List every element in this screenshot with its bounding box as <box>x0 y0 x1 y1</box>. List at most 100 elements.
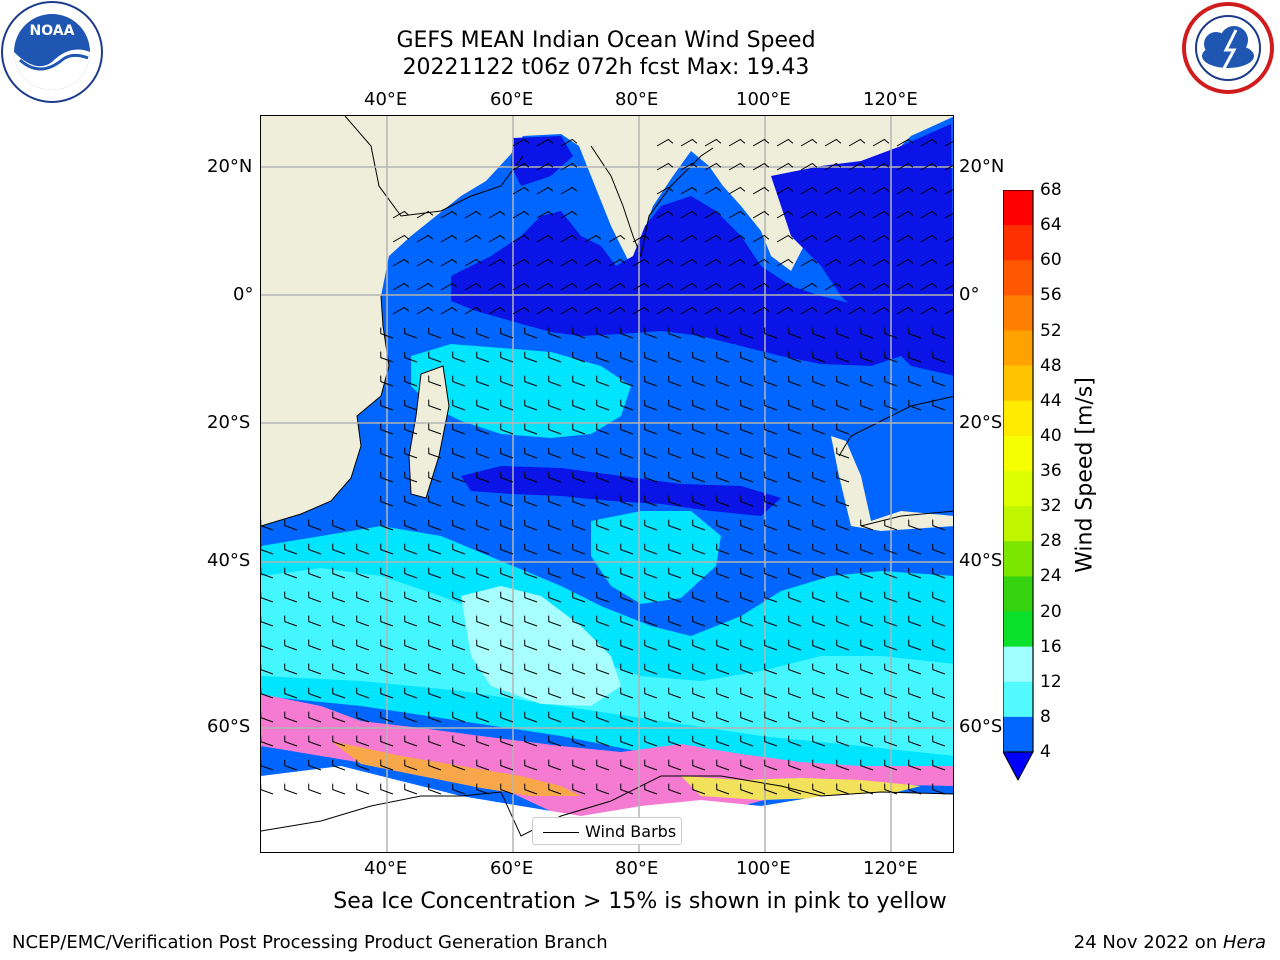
wind-barb <box>908 591 922 603</box>
colorbar-tick-label: 24 <box>1040 566 1062 587</box>
wind-barb <box>668 375 682 387</box>
wind-barb <box>716 495 730 507</box>
map-canvas <box>261 116 953 852</box>
wind-barb <box>464 282 482 291</box>
wind-barb <box>452 639 466 651</box>
wind-barb <box>452 471 466 483</box>
wind-barb <box>692 663 706 675</box>
wind-barb <box>356 591 370 603</box>
wind-barb <box>704 138 722 147</box>
wind-barb <box>500 375 514 387</box>
wind-barb <box>524 783 538 795</box>
wind-barb <box>884 591 898 603</box>
wind-barb <box>284 783 298 795</box>
wind-barb <box>776 186 794 195</box>
wind-barb <box>596 495 610 507</box>
wind-barb <box>596 639 610 651</box>
wind-barb <box>524 687 538 699</box>
wind-barb <box>716 447 730 459</box>
wind-barb <box>524 495 538 507</box>
wind-barb <box>261 567 274 579</box>
wind-barb <box>860 375 874 387</box>
wind-barb <box>704 186 722 195</box>
wind-barb <box>536 258 554 267</box>
wind-barb <box>500 447 514 459</box>
wind-barb <box>464 258 482 267</box>
lat-label-left-40s: 40°S <box>207 550 251 571</box>
wind-barb <box>860 591 874 603</box>
wind-barb <box>548 711 562 723</box>
wind-barb <box>728 258 746 267</box>
wind-barb <box>740 423 754 435</box>
wind-barb <box>800 162 818 171</box>
wind-barb <box>572 375 586 387</box>
wind-barb <box>404 591 418 603</box>
chart-subtitle: 20221122 t06z 072h fcst Max: 19.43 <box>402 55 810 80</box>
wind-barb <box>536 210 554 219</box>
colorbar-segment <box>1003 716 1033 753</box>
lat-label-right-60s: 60°S <box>959 716 1003 737</box>
wind-barb <box>572 615 586 627</box>
wind-barb <box>560 306 578 315</box>
wind-barb <box>392 258 410 267</box>
wind-barb <box>728 162 746 171</box>
wind-barb <box>620 471 634 483</box>
wind-barb <box>932 615 946 627</box>
wind-barb <box>812 351 826 363</box>
wind-barb <box>524 543 538 555</box>
wind-barb <box>716 471 730 483</box>
wind-barb <box>884 351 898 363</box>
wind-barb <box>632 258 650 267</box>
wind-barb <box>596 543 610 555</box>
wind-barb <box>440 282 458 291</box>
wind-barb <box>284 543 298 555</box>
ocean-low-wind-bay <box>511 136 573 186</box>
wind-barb <box>788 615 802 627</box>
wind-barb <box>332 519 346 531</box>
wind-barb <box>596 687 610 699</box>
wind-barb <box>572 663 586 675</box>
wind-barb <box>572 543 586 555</box>
wind-barb <box>416 258 434 267</box>
wind-barb <box>692 375 706 387</box>
wind-barb <box>848 306 866 315</box>
wind-barb <box>932 399 946 411</box>
wind-barb <box>668 399 682 411</box>
wind-barb <box>644 519 658 531</box>
wind-barb <box>404 495 418 507</box>
wind-barb <box>428 759 442 771</box>
wind-barb <box>644 543 658 555</box>
wind-barb <box>428 567 442 579</box>
wind-barb <box>428 591 442 603</box>
wind-barb <box>812 519 826 531</box>
wind-barb <box>668 495 682 507</box>
wind-barb <box>500 543 514 555</box>
wind-barb <box>452 615 466 627</box>
wind-barb <box>836 567 850 579</box>
wind-barb <box>620 687 634 699</box>
antarctica-land <box>261 766 953 852</box>
wind-barb <box>752 162 770 171</box>
wind-barb <box>524 663 538 675</box>
wind-barb <box>392 282 410 291</box>
wind-barb <box>572 447 586 459</box>
wind-barb <box>261 591 274 603</box>
wind-barb <box>620 759 634 771</box>
wind-barb <box>644 759 658 771</box>
wind-barb <box>704 282 722 291</box>
wind-barb <box>452 327 466 339</box>
wind-barb <box>716 639 730 651</box>
wind-barb <box>572 423 586 435</box>
wind-barb <box>872 258 890 267</box>
wind-barb <box>884 759 898 771</box>
wind-barb <box>812 399 826 411</box>
wind-barb <box>380 615 394 627</box>
wind-barb <box>740 711 754 723</box>
wind-barb <box>512 306 530 315</box>
wind-barb <box>764 687 778 699</box>
wind-barb <box>500 735 514 747</box>
wind-barb <box>692 735 706 747</box>
wind-barb <box>692 495 706 507</box>
lat-label-left-20s: 20°S <box>207 412 251 433</box>
wind-barb <box>428 327 442 339</box>
